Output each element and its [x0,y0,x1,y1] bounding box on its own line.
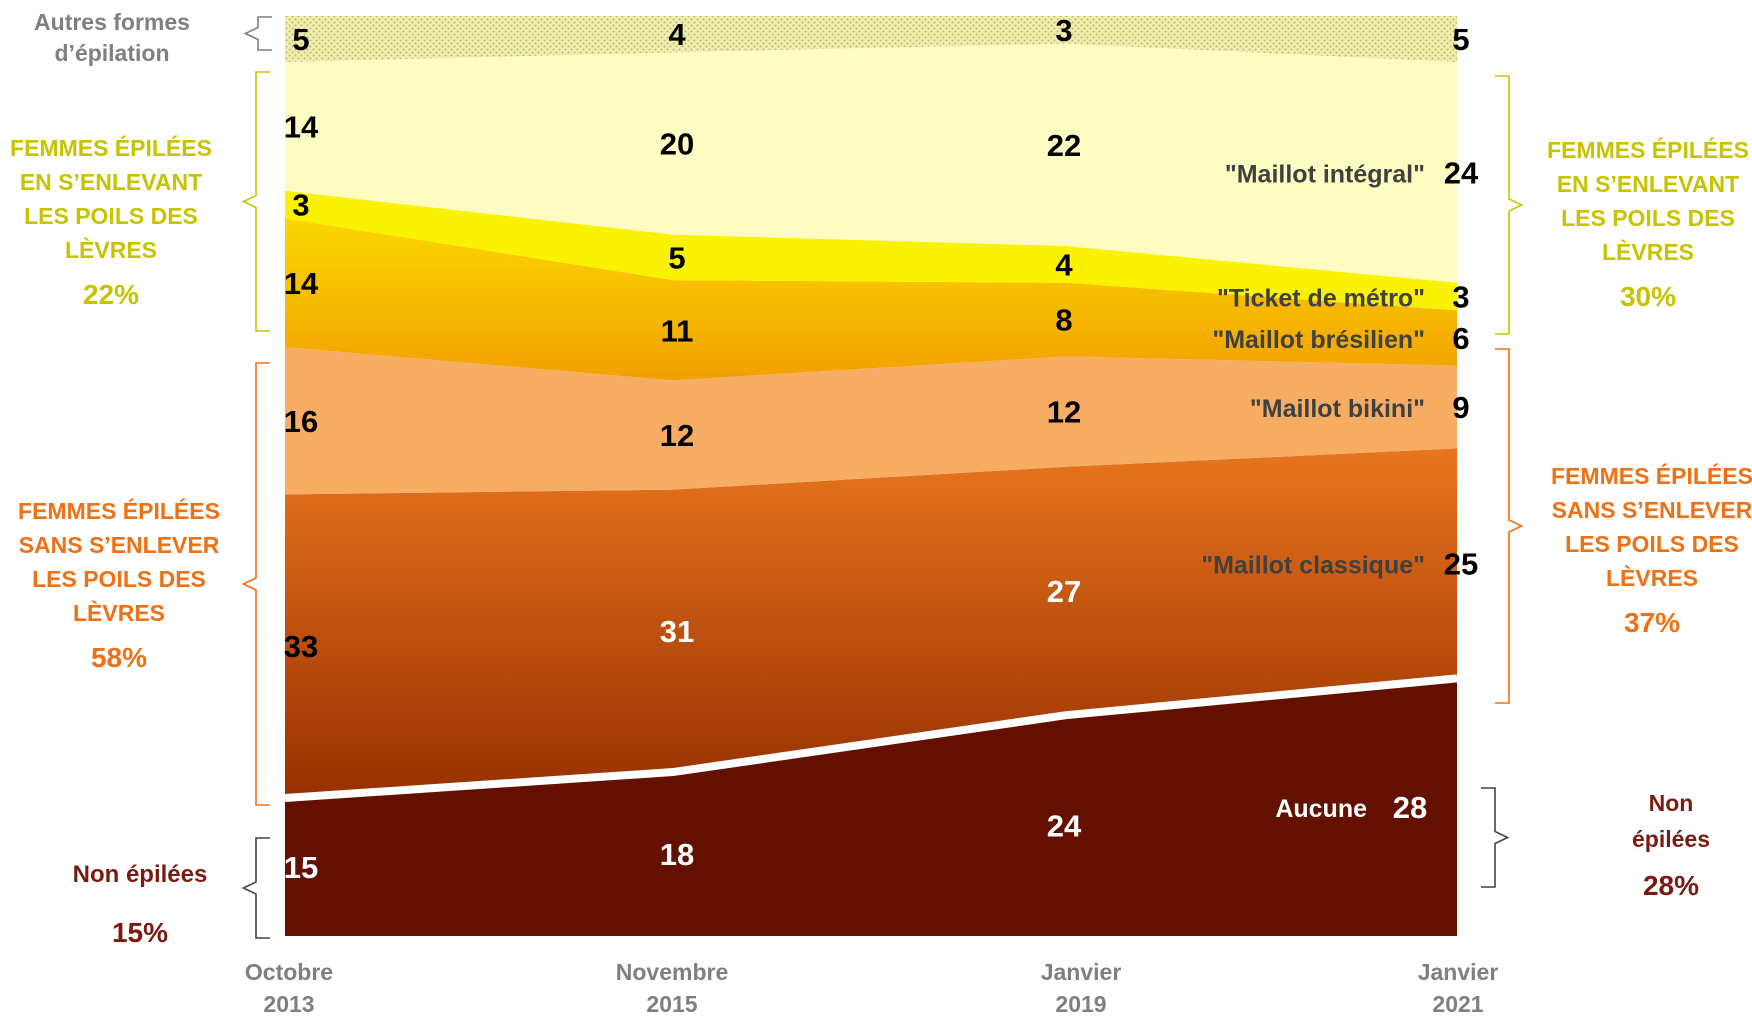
value-label-maillot-bikini-3: 9 [1452,390,1469,425]
series-label-ticket-de-metro: "Ticket de métro" [1217,285,1425,313]
value-label-maillot-bikini-1: 12 [660,418,694,453]
brace-right [1495,348,1524,704]
series-label-maillot-classique: "Maillot classique" [1201,551,1425,579]
series-label-maillot-bresilien: "Maillot brésilien" [1212,326,1425,354]
annotation-right-1-percent: 30% [1620,281,1676,312]
group-annotations: Autres formes d’épilation FEMMES ÉPILÉES EN… [10,9,1752,948]
brace-right [1481,787,1510,888]
value-label-maillot-bresilien-3: 6 [1452,321,1469,356]
value-label-aucune-0: 15 [284,850,318,885]
x-tick-label-0-1: 2013 [263,991,314,1017]
value-label-aucune-3: 28 [1393,790,1427,825]
x-tick-label-0-0: Octobre [245,959,333,985]
brace-right [1495,75,1524,335]
value-label-maillot-classique-3: 25 [1444,546,1478,581]
value-label-maillot-bikini-0: 16 [284,404,318,439]
series-label-maillot-bikini: "Maillot bikini" [1250,395,1425,423]
series-labels: Aucune "Maillot classique" "Maillot bikini… [1201,160,1425,823]
value-label-maillot-bikini-2: 12 [1047,395,1081,430]
value-label-autres-formes-d-epilation-3: 5 [1452,22,1469,57]
annotation-left-1-line-2: LES POILS DES [24,203,198,229]
annotation-left-1-percent: 22% [83,279,139,310]
series-label-aucune: Aucune [1275,795,1367,823]
annotation-left-1-line-0: FEMMES ÉPILÉES [10,134,212,161]
x-tick-label-2-1: 2019 [1055,991,1106,1017]
annotation-left-3-percent: 15% [112,917,168,948]
value-label-maillot-integral-1: 20 [660,127,694,162]
annotation-right-2-percent: 37% [1624,607,1680,638]
value-label-maillot-integral-0: 14 [284,109,319,144]
annotation-left-2-percent: 58% [91,642,147,673]
annotation-right-3-line-1: épilées [1632,826,1710,852]
annotation-right-1-line-1: EN S’ENLEVANT [1557,171,1739,197]
value-label-maillot-classique-1: 31 [660,614,694,649]
brace-left [241,71,270,332]
separator-line [284,674,1458,802]
series-label-maillot-integral: "Maillot intégral" [1225,160,1425,188]
value-label-ticket-de-metro-3: 3 [1452,280,1469,315]
area-maillot-classique [285,448,1457,798]
annotation-right-2-line-2: LES POILS DES [1565,531,1739,557]
x-tick-label-1-0: Novembre [616,959,728,985]
area-autres-formes-d-epilation [285,16,1457,62]
annotation-left-1-line-1: EN S’ENLEVANT [20,169,202,195]
x-tick-label-3-1: 2021 [1432,991,1483,1017]
value-label-autres-formes-d-epilation-0: 5 [292,22,309,57]
value-label-aucune-2: 24 [1047,809,1082,844]
value-label-autres-formes-d-epilation-2: 3 [1055,13,1072,48]
area-maillot-bikini [285,347,1457,495]
x-tick-label-3-0: Janvier [1418,959,1499,985]
annotation-left-2-line-3: LÈVRES [73,599,165,626]
brace-left [241,837,270,939]
value-label-ticket-de-metro-0: 3 [292,188,309,223]
value-label-maillot-bresilien-1: 11 [661,313,694,348]
annotation-right-1-line-0: FEMMES ÉPILÉES [1547,136,1749,163]
annotation-left-1-line-3: LÈVRES [65,236,157,263]
value-labels: 15 18 24 28 33 31 27 25 16 12 12 9 14 11 8 6 3 5 4 3 14 20 22 2… [284,13,1479,885]
brace-left [243,16,272,51]
value-label-autres-formes-d-epilation-1: 4 [668,17,686,52]
area-layers [284,16,1458,936]
area-maillot-bresilien [285,218,1457,381]
area-ticket-de-metro [285,190,1457,311]
value-label-maillot-classique-0: 33 [284,629,318,664]
value-label-maillot-integral-2: 22 [1047,128,1081,163]
annotation-left-3-line-0: Non épilées [73,861,208,888]
value-label-ticket-de-metro-2: 4 [1055,247,1073,282]
annotation-right-1-line-3: LÈVRES [1602,238,1694,265]
x-tick-label-2-0: Janvier [1041,959,1122,985]
x-tick-label-1-1: 2015 [646,991,697,1017]
value-label-maillot-classique-2: 27 [1047,574,1081,609]
annotation-autres-line-1: d’épilation [55,40,170,66]
value-label-maillot-integral-3: 24 [1444,155,1479,190]
x-axis-labels: Octobre 2013 Novembre 2015 Janvier 2019 Janvie… [245,959,1498,1017]
annotation-left-2-line-0: FEMMES ÉPILÉES [18,497,220,524]
area-maillot-integral [285,43,1457,283]
annotation-right-2-line-0: FEMMES ÉPILÉES [1551,462,1752,489]
annotation-right-1-line-2: LES POILS DES [1561,205,1735,231]
annotation-right-2-line-3: LÈVRES [1606,564,1698,591]
annotation-left-2-line-2: LES POILS DES [32,566,206,592]
annotation-left-2-line-1: SANS S’ENLEVER [19,532,220,558]
annotation-right-2-line-1: SANS S’ENLEVER [1552,497,1752,523]
brace-left [241,362,270,806]
area-aucune [285,678,1457,936]
annotation-right-3-percent: 28% [1643,870,1699,901]
value-label-aucune-1: 18 [660,837,694,872]
value-label-ticket-de-metro-1: 5 [668,240,685,275]
annotation-right-3-line-0: Non [1649,790,1694,816]
value-label-maillot-bresilien-2: 8 [1055,303,1072,338]
annotation-autres-line-0: Autres formes [34,9,190,35]
value-label-maillot-bresilien-0: 14 [284,266,319,301]
